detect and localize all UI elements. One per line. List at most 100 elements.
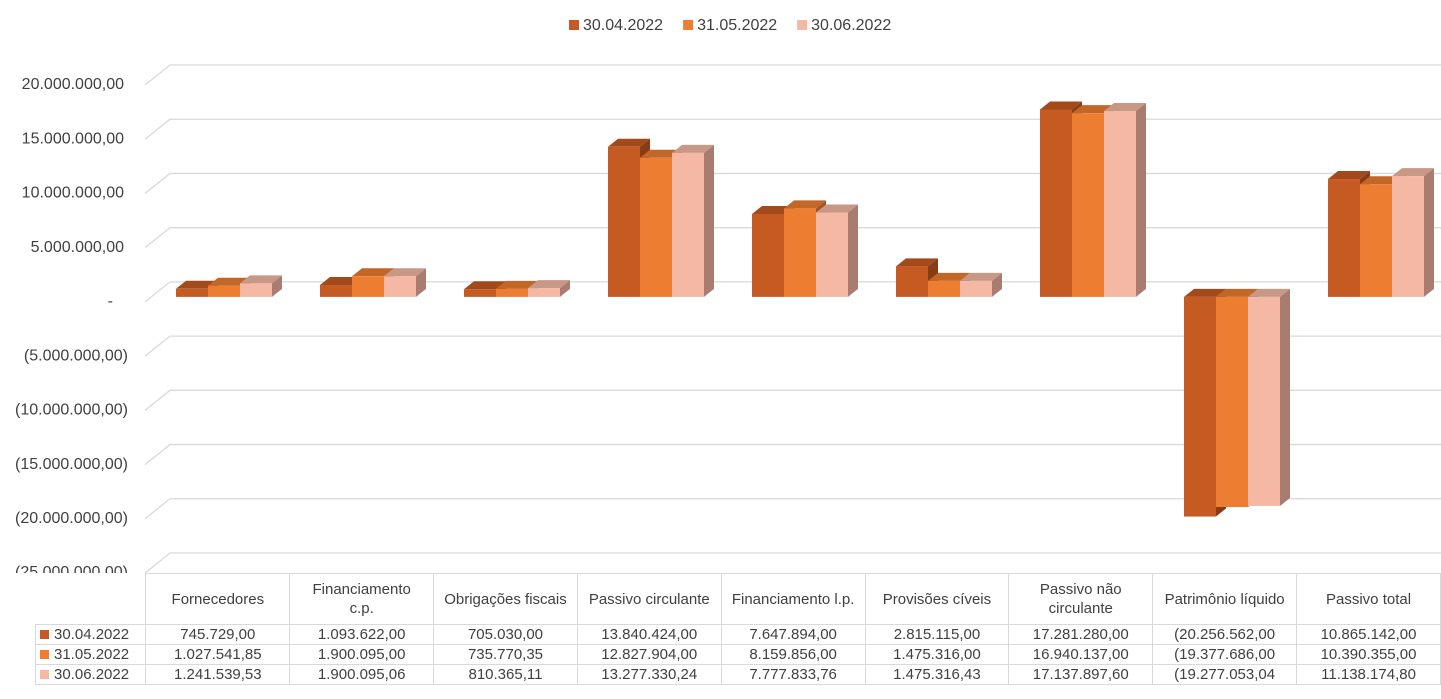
value-cell: (20.256.562,00 [1152, 624, 1298, 645]
data-row: 30.06.2022 1.241.539,53 1.900.095,06 810.36… [34, 664, 1441, 685]
grid-line [144, 498, 1441, 520]
bar [816, 212, 848, 297]
bar [1360, 184, 1392, 297]
bar [928, 280, 960, 297]
bar [1328, 179, 1360, 297]
value-cell: 1.900.095,06 [289, 664, 435, 685]
value-cell: 2.815.115,00 [864, 624, 1010, 645]
bar-top [960, 272, 1002, 281]
category-label: Passivo total [1296, 573, 1441, 625]
bar [1072, 113, 1104, 297]
bar-side [1280, 288, 1290, 506]
grid-line [144, 443, 1441, 466]
bar [1104, 111, 1136, 297]
data-table: Fornecedores Financiamento c.p. Obrigações… [34, 573, 1441, 685]
data-row: 31.05.2022 1.027.541,85 1.900.095,00 735.77… [34, 644, 1441, 665]
bar [384, 276, 416, 297]
value-cell: 12.827.904,00 [576, 644, 722, 665]
category-label: Passivo circulante [576, 573, 722, 625]
value-cell: 1.241.539,53 [145, 664, 291, 685]
bar-side [560, 280, 570, 297]
bar [464, 289, 496, 297]
value-cell: (19.277.053,04 [1152, 664, 1298, 685]
value-cell: 13.840.424,00 [576, 624, 722, 645]
bar-top [752, 205, 794, 214]
bar [240, 283, 272, 297]
bar-side [1136, 103, 1146, 297]
value-cell: 1.475.316,00 [864, 644, 1010, 665]
bar-top [1328, 171, 1370, 180]
bar-side [704, 144, 714, 297]
y-tick-label: (25.000.000,00) [15, 564, 128, 573]
grid-line [144, 389, 1441, 411]
grid-line [144, 281, 1441, 303]
value-cell: 7.647.894,00 [720, 624, 866, 645]
bar [320, 285, 352, 297]
legend-label: 30.06.2022 [811, 17, 891, 34]
bar-side [992, 272, 1002, 297]
y-tick-label: (20.000.000,00) [15, 510, 128, 527]
value-cell: 705.030,00 [433, 624, 578, 645]
bar-top [1184, 288, 1226, 297]
grid-line [144, 172, 1441, 194]
bar-side [1424, 168, 1434, 297]
row-label: 30.06.2022 [34, 664, 147, 685]
bar-top [240, 275, 282, 284]
header-row: Fornecedores Financiamento c.p. Obrigações… [36, 573, 1441, 625]
value-cell: 8.159.856,00 [720, 644, 866, 665]
bar-top [208, 277, 250, 286]
grid-line [144, 227, 1441, 249]
category-label: Fornecedores [145, 573, 291, 625]
bar-top [464, 281, 506, 290]
bar [784, 208, 816, 297]
category-label: Provisões cíveis [864, 573, 1010, 625]
bar-top [1248, 288, 1290, 297]
legend-label: 30.04.2022 [583, 17, 663, 34]
value-cell: 13.277.330,24 [576, 664, 722, 685]
y-tick-label: 15.000.000,00 [22, 130, 124, 147]
legend-key [40, 650, 49, 659]
value-cell: 10.865.142,00 [1296, 624, 1441, 645]
legend-key [40, 670, 49, 679]
legend-key [40, 630, 49, 639]
bar [352, 276, 384, 297]
bar [208, 285, 240, 297]
grid-line [144, 552, 1441, 573]
bar-top [496, 280, 538, 289]
bar [896, 266, 928, 297]
category-label: Passivo não circulante [1008, 573, 1154, 625]
bar-top [1104, 103, 1146, 112]
value-cell: 17.281.280,00 [1008, 624, 1154, 645]
legend-key [683, 20, 694, 30]
bar [176, 288, 208, 297]
bar-side [848, 204, 858, 297]
y-tick-label: - [108, 293, 113, 310]
legend-key [797, 20, 808, 30]
bar [608, 146, 640, 297]
value-cell: 810.365,11 [433, 664, 578, 685]
data-row: 30.04.2022 745.729,00 1.093.622,00 705.030,… [34, 624, 1441, 645]
y-tick-label: 5.000.000,00 [31, 239, 125, 256]
bar-top [1216, 288, 1258, 297]
bar-top [384, 268, 426, 277]
chart: 20.000.000,00 15.000.000,00 10.000.000,00 5… [15, 17, 1441, 573]
bar-top [816, 204, 858, 213]
category-label: Financiamento l.p. [720, 573, 866, 625]
y-tick-label: (10.000.000,00) [15, 402, 128, 419]
grid-line [144, 118, 1441, 140]
legend-key [569, 20, 579, 30]
legend-item: 30.04.2022 [569, 17, 663, 34]
bar-top [608, 138, 650, 147]
bar-top [672, 144, 714, 153]
bar-top [1392, 168, 1434, 177]
bar [528, 288, 560, 297]
value-cell: 1.093.622,00 [289, 624, 435, 645]
value-cell: 11.138.174,80 [1296, 664, 1441, 685]
value-cell: 1.475.316,43 [864, 664, 1010, 685]
value-cell: 1.027.541,85 [145, 644, 291, 665]
bar-top [928, 272, 970, 281]
bar-top [176, 280, 218, 289]
bar [1040, 109, 1072, 297]
bar-top [1040, 101, 1082, 110]
